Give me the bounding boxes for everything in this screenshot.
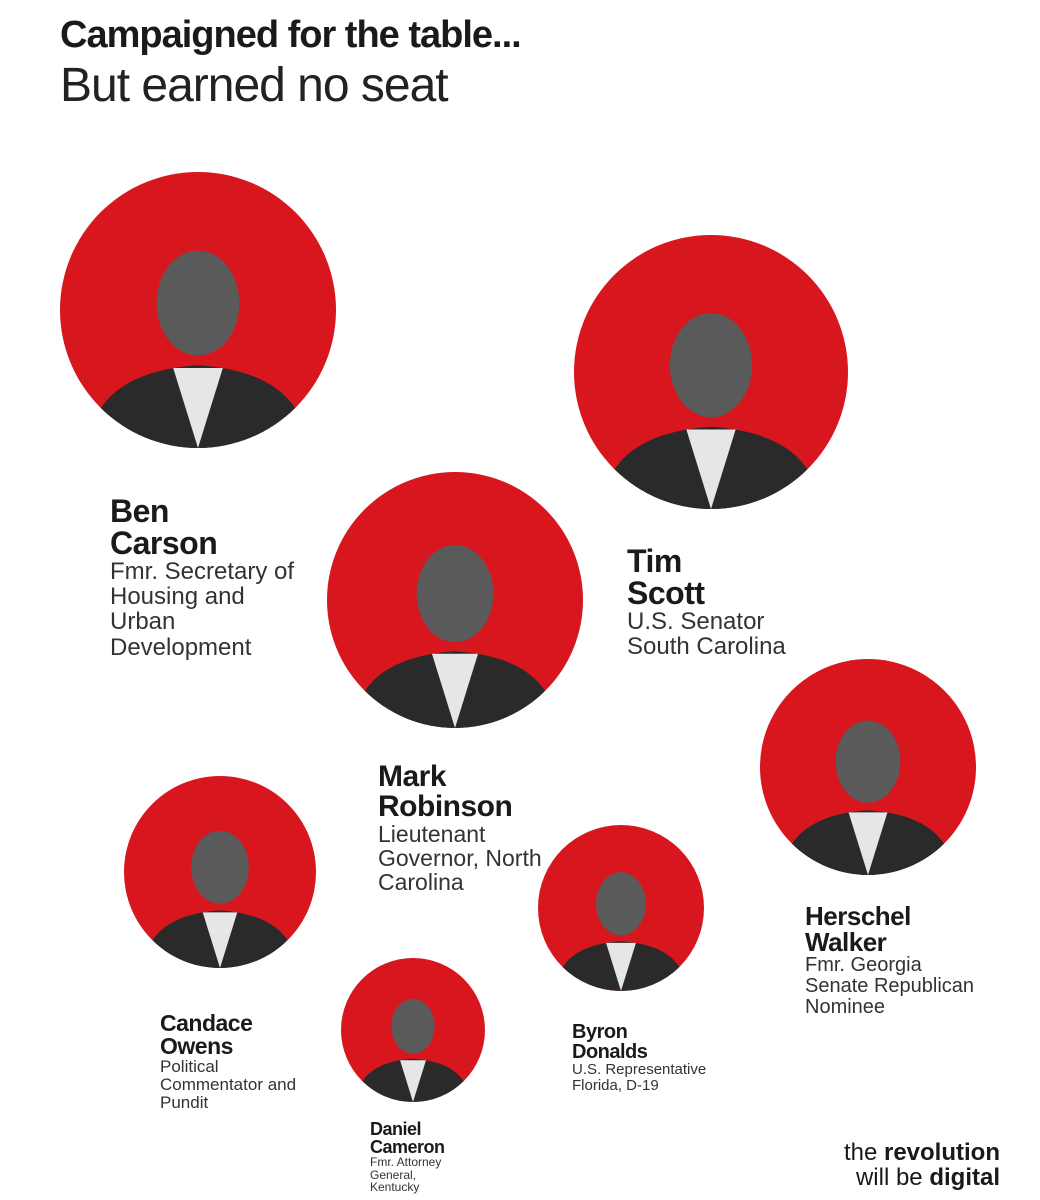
head [391,999,435,1054]
person-description: Development [110,633,252,661]
person-photo [601,313,821,509]
head [191,830,249,904]
person-photo [87,250,309,448]
shirt [431,653,479,728]
person-name: Owens [160,1033,233,1059]
person-description: Kentucky [370,1180,420,1195]
person-info: Daniel Cameron Fmr. Attorney General, Kentuc… [370,1120,445,1194]
person-name: Tim [627,543,682,579]
person-name: Herschel [805,901,911,931]
person-description: U.S. Representative [572,1061,707,1078]
footer-plain: the [843,1139,878,1166]
footer-bold: revolution [883,1139,1000,1166]
person-name: Scott [627,575,705,611]
person-name: Donalds [572,1041,648,1063]
portrait [538,825,704,991]
person-name: Carson [110,525,218,561]
person-description: Fmr. Georgia [805,954,922,976]
person-info: Herschel Walker Fmr. Georgia Senate Republi… [805,903,974,1018]
title: Campaigned for the table... [60,14,522,56]
head [835,720,901,803]
person-name: Cameron [370,1137,445,1157]
person-description: General, [370,1167,417,1182]
footer-bold: digital [929,1164,1000,1192]
person-description: South Carolina [627,633,786,661]
person-name: Ben [110,493,169,529]
person-name: Candace [160,1010,253,1036]
footer: the revolution will be digital [844,1140,1000,1190]
shirt [848,812,888,875]
person-name: Mark [378,760,447,793]
portrait [760,659,976,875]
portrait [124,776,316,968]
person-name: Byron [572,1021,628,1043]
portrait [60,172,336,448]
person-info: Ben Carson Fmr. Secretary of Housing and Urb… [110,495,294,660]
person-photo [355,999,471,1102]
person-description: Fmr. Secretary of [110,558,295,585]
shirt [202,912,238,968]
footer-line: will be digital [844,1165,1000,1190]
person-description: Political [160,1057,219,1076]
subtitle: But earned no seat [60,59,449,112]
person-description: Nominee [805,996,886,1018]
head [669,313,753,418]
person-info: Tim Scott U.S. Senator South Carolina [627,545,786,659]
footer-line: the revolution [844,1140,1000,1165]
portrait [327,472,583,728]
person-name: Walker [805,927,887,957]
person-photo [554,872,688,991]
person-photo [143,830,297,968]
shirt [400,1060,426,1102]
head [156,250,240,356]
person-photo [352,544,558,728]
footer-plain: will be [855,1164,923,1192]
person-description: Commentator and [160,1074,297,1094]
person-description: Governor, North [378,845,542,872]
person-info: Mark Robinson Lieutenant Governor, North Car… [378,760,542,896]
person-description: Lieutenant [378,821,486,847]
person-description: Fmr. Attorney [370,1155,442,1169]
head [416,544,494,643]
person-description: U.S. Senator [627,608,765,635]
portrait [574,235,848,509]
person-description: Florida, D-19 [572,1076,659,1094]
person-description: Carolina [378,869,464,896]
person-name: Daniel [370,1119,422,1139]
person-description: Senate Republican [805,975,975,997]
shirt [686,429,736,509]
person-description: Housing and [110,583,245,611]
person-name: Robinson [378,790,513,823]
person-info: Candace Owens Political Commentator and Pund… [160,1012,296,1112]
person-description: Pundit [160,1092,209,1112]
person-info: Byron Donalds U.S. Representative Florida, … [572,1022,706,1094]
head [596,872,646,936]
person-description: Urban [110,608,176,636]
shirt [606,942,636,991]
shirt [173,367,223,448]
portrait [341,958,485,1102]
person-photo [781,720,955,875]
